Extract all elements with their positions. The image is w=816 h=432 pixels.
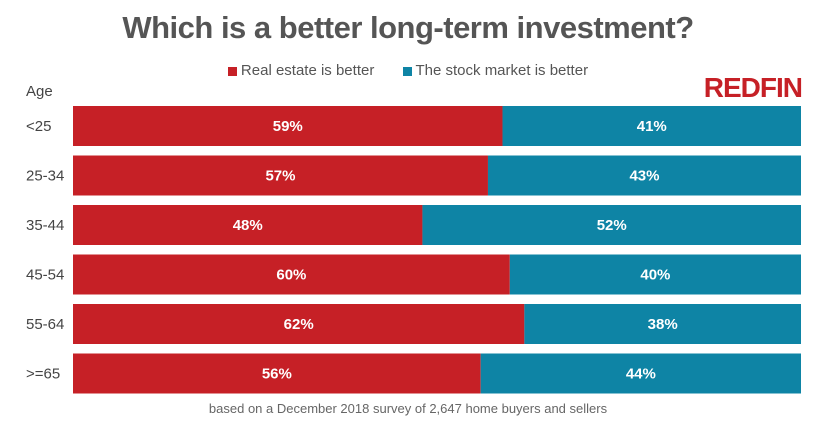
- legend-label: The stock market is better: [415, 62, 589, 79]
- data-label: 38%: [648, 316, 678, 333]
- bar-segment: [487, 155, 801, 196]
- bar-segment: [480, 353, 801, 394]
- data-label: 48%: [233, 217, 263, 234]
- bar-segment: [422, 205, 801, 245]
- y-axis-label: Age: [26, 83, 53, 100]
- bar-segment: [73, 254, 510, 295]
- data-label: 62%: [284, 316, 314, 333]
- bar-segment: [524, 304, 801, 344]
- data-label: 56%: [262, 366, 292, 383]
- category-label: 45-54: [26, 267, 64, 284]
- legend-label: Real estate is better: [240, 62, 375, 79]
- legend-item-stock-market: The stock market is better: [402, 62, 589, 79]
- data-label: 43%: [629, 168, 659, 185]
- category-label: 55-64: [26, 316, 64, 333]
- data-label: 59%: [273, 118, 303, 135]
- category-label: 25-34: [26, 168, 64, 185]
- bar-segment: [502, 106, 801, 146]
- data-label: 44%: [626, 366, 656, 383]
- legend-item-real-estate: Real estate is better: [227, 62, 375, 79]
- category-label: >=65: [26, 366, 60, 383]
- footnote: based on a December 2018 survey of 2,647…: [208, 401, 608, 416]
- bar-segment: [73, 304, 525, 344]
- category-label: 35-44: [26, 217, 64, 234]
- chart-title: Which is a better long-term investment?: [122, 10, 694, 45]
- bar-segment: [73, 155, 488, 196]
- data-label: 40%: [640, 267, 670, 284]
- data-label: 52%: [597, 217, 627, 234]
- legend-swatch: [402, 66, 412, 76]
- bar-segment: [509, 254, 801, 295]
- legend: Real estate is better The stock market i…: [0, 62, 816, 79]
- bar-segment: [73, 353, 481, 394]
- data-label: 57%: [265, 168, 295, 185]
- data-label: 41%: [637, 118, 667, 135]
- redfin-logo: REDFIN: [703, 72, 803, 103]
- bar-segment: [73, 106, 503, 146]
- bar-segment: [73, 205, 423, 245]
- data-label: 60%: [276, 267, 306, 284]
- category-label: <25: [26, 118, 51, 135]
- legend-swatch: [227, 66, 237, 76]
